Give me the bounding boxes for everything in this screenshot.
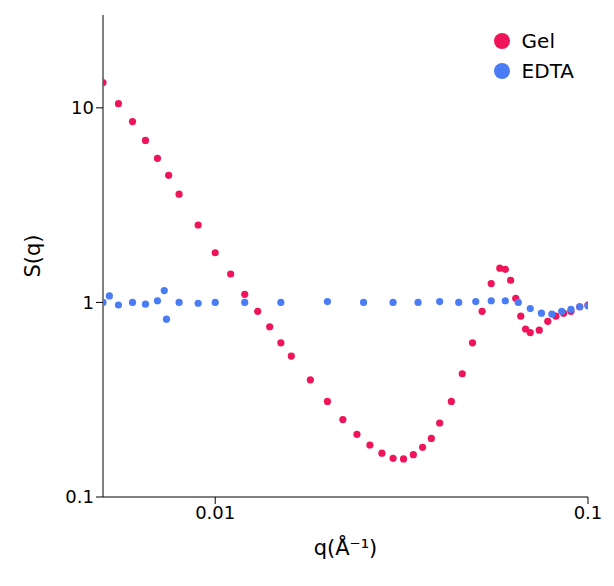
svg-text:0.1: 0.1 — [574, 502, 603, 523]
svg-text:10: 10 — [71, 97, 94, 118]
svg-text:0.1: 0.1 — [65, 486, 94, 507]
svg-text:S(q): S(q) — [21, 234, 45, 277]
svg-text:q(Å⁻¹): q(Å⁻¹) — [314, 534, 378, 560]
html-text:EDTA: EDTA — [521, 59, 574, 83]
html-text:Gel: Gel — [521, 29, 555, 53]
svg-text:0.01: 0.01 — [195, 502, 235, 523]
svg-text:1: 1 — [83, 292, 94, 313]
